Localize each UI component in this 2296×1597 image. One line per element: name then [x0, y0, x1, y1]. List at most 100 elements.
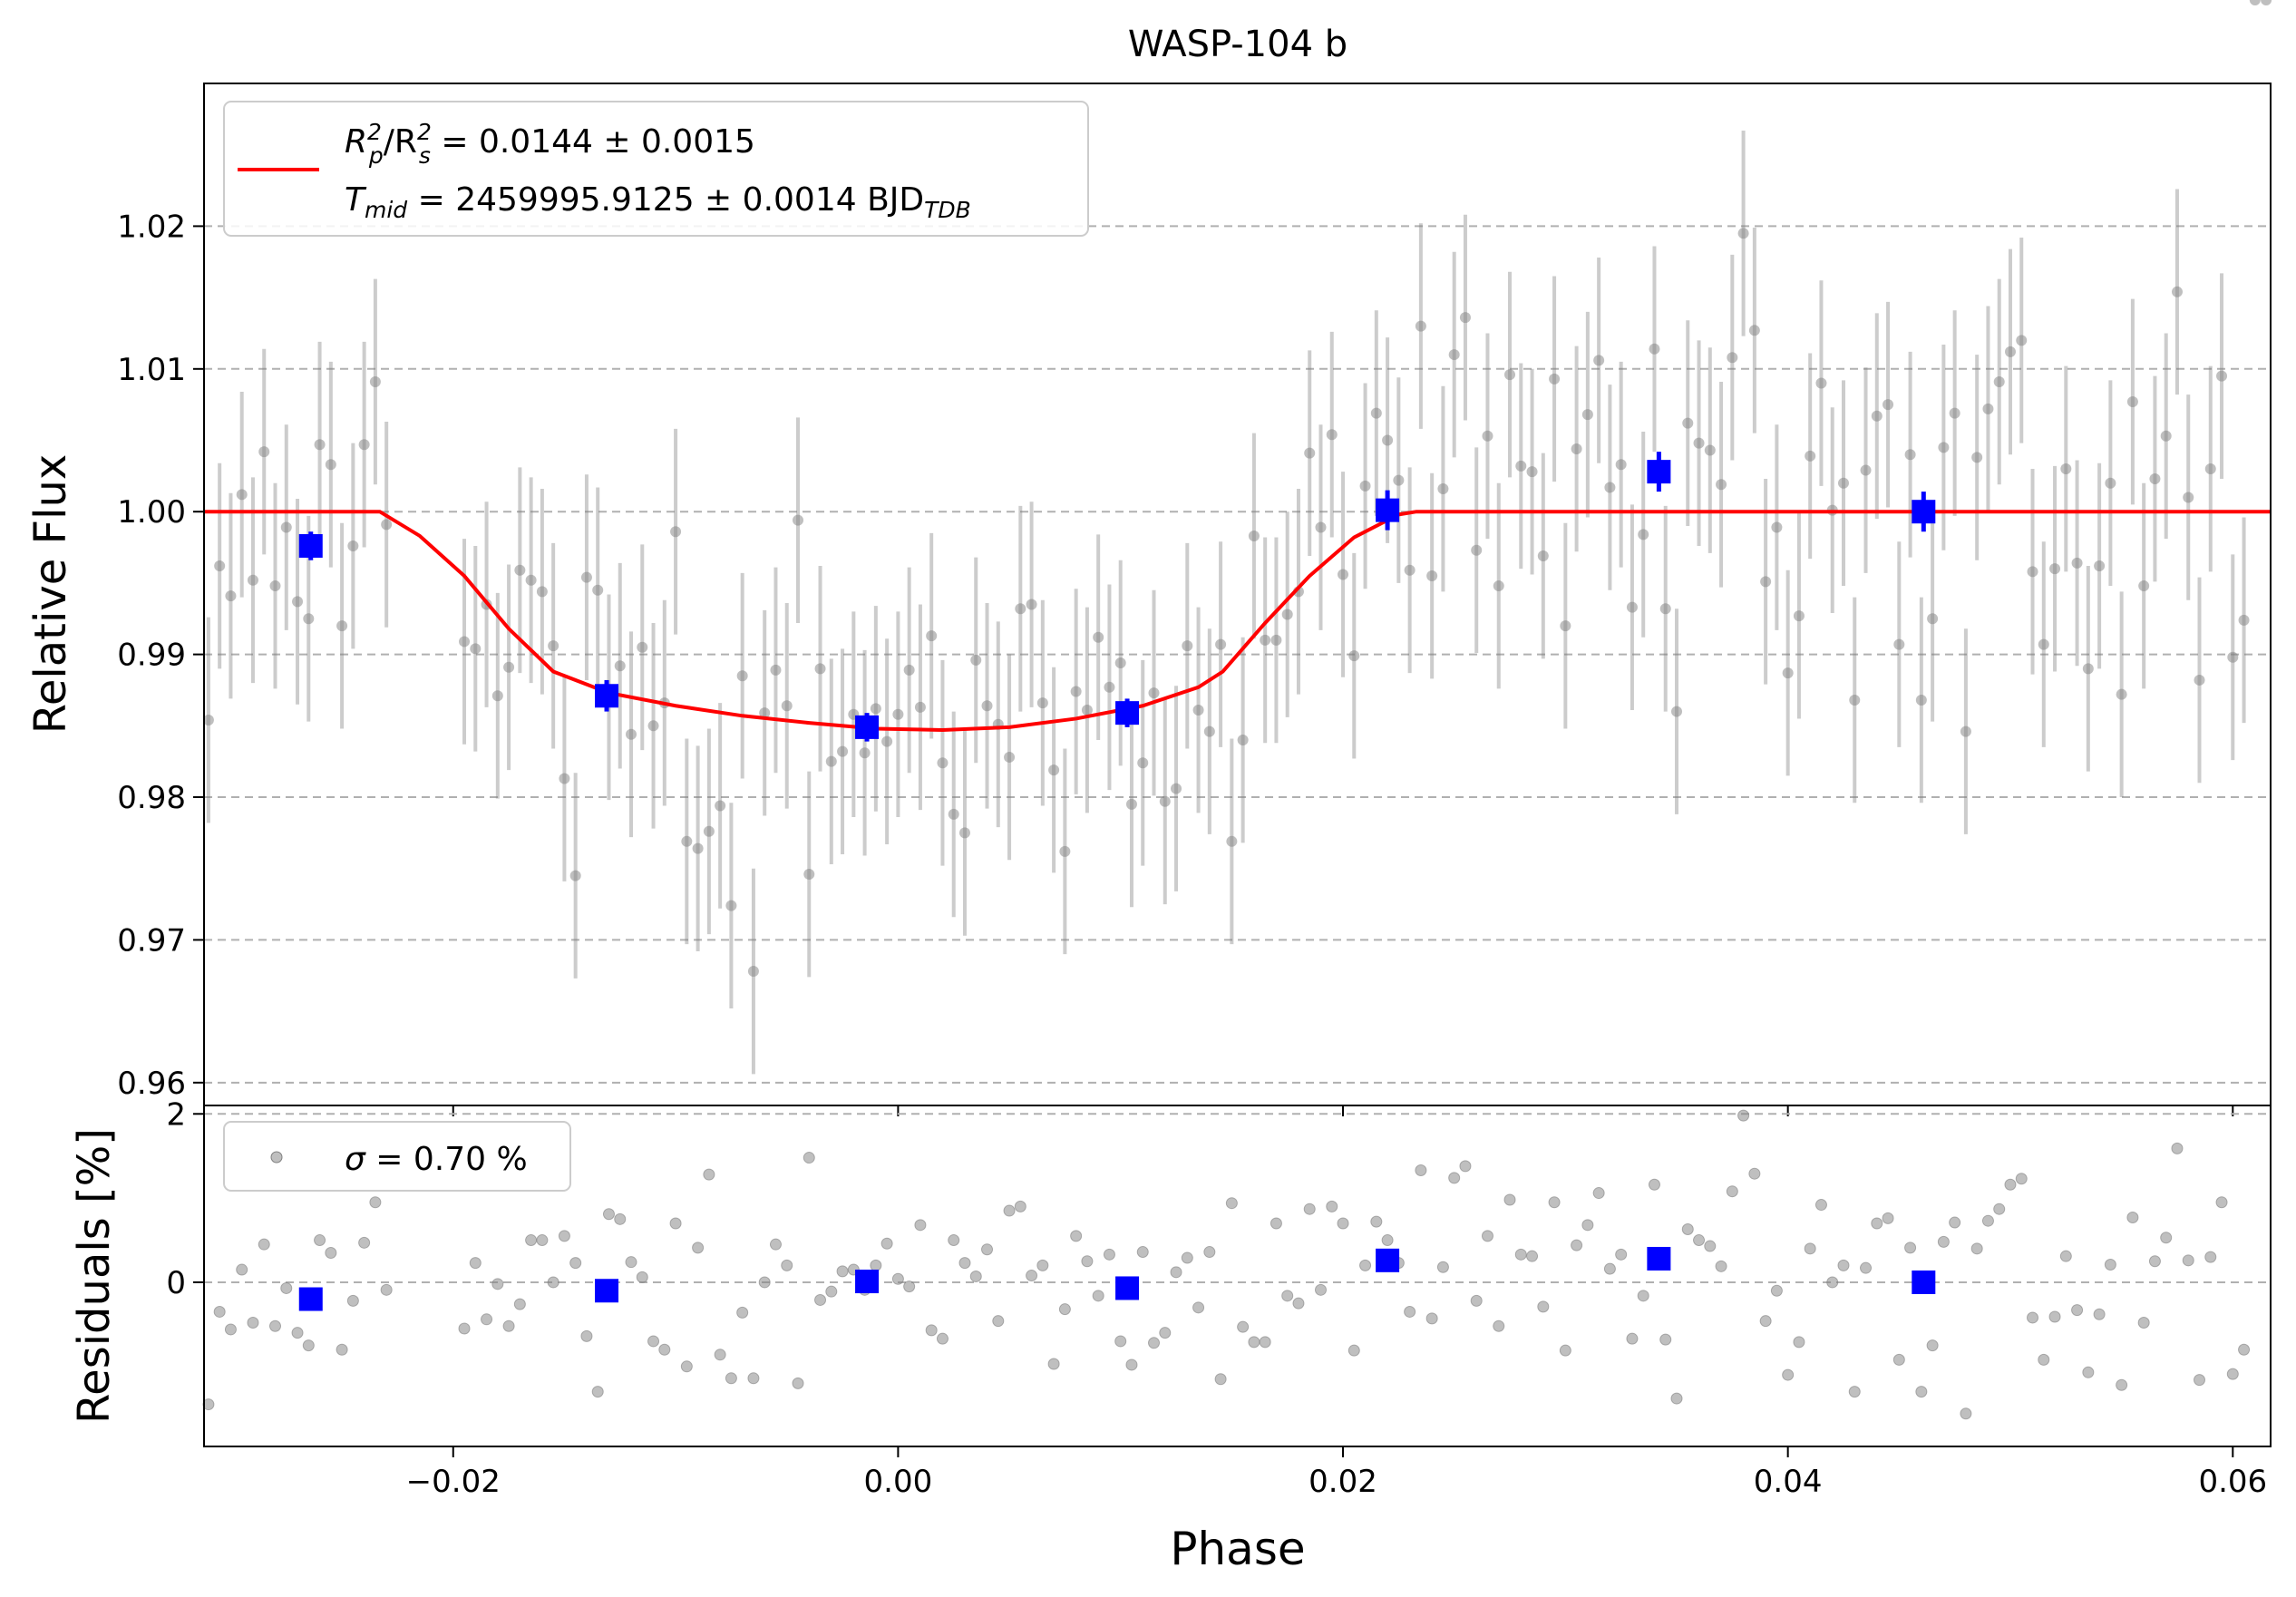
flux-raw-point	[747, 966, 759, 978]
flux-raw-point	[870, 703, 881, 715]
residual-point	[558, 1230, 570, 1242]
residual-point	[1726, 1185, 1738, 1198]
residual-point	[725, 1372, 737, 1385]
residual-point	[1081, 1255, 1094, 1268]
flux-raw-point	[803, 869, 815, 881]
residual-point	[1415, 1164, 1427, 1176]
flux-raw-point	[314, 439, 326, 451]
residual-point	[2171, 1142, 2184, 1154]
flux-raw-point	[1593, 355, 1605, 366]
flux-raw-point	[1248, 530, 1260, 541]
residual-point	[969, 1270, 982, 1282]
flux-raw-point	[892, 708, 904, 720]
flux-raw-point	[2027, 566, 2038, 578]
residual-point	[1470, 1294, 1483, 1307]
residual-point	[2137, 1317, 2150, 1329]
flux-raw-point	[1471, 544, 1483, 556]
legend-depth-value: = 0.0144 ± 0.0015	[431, 123, 755, 161]
flux-raw-point	[670, 526, 682, 538]
residual-point	[513, 1298, 526, 1310]
flux-raw-point	[1904, 449, 1916, 461]
flux-raw-point	[981, 700, 993, 712]
flux-raw-point	[369, 375, 381, 387]
flux-raw-point	[1081, 704, 1093, 716]
flux-raw-point	[1793, 610, 1805, 622]
flux-raw-point	[1837, 477, 1849, 489]
flux-raw-point	[503, 661, 515, 673]
flux-raw-point	[759, 707, 771, 719]
flux-raw-point	[837, 745, 849, 757]
residual-point	[1203, 1246, 1216, 1259]
flux-y-tick-label: 0.96	[117, 1066, 186, 1102]
residual-point	[1181, 1251, 1193, 1264]
flux-raw-point	[459, 636, 471, 648]
residual-point	[569, 1257, 582, 1270]
flux-y-tick-label: 0.99	[117, 638, 186, 674]
residual-point	[903, 1281, 916, 1293]
flux-raw-point	[2082, 663, 2094, 675]
residual-point	[1681, 1222, 1694, 1235]
flux-binned-point	[1647, 460, 1671, 484]
flux-raw-point	[1048, 764, 1060, 776]
x-tick-label: 0.04	[1754, 1464, 1823, 1500]
flux-raw-point	[1771, 521, 1783, 533]
residual-point	[1214, 1373, 1227, 1386]
flux-raw-point	[1871, 410, 1883, 422]
residual-binned-point	[1376, 1248, 1400, 1272]
residual-point	[1159, 1327, 1172, 1339]
residual-point	[1793, 1336, 1805, 1349]
residual-point	[1748, 1167, 1761, 1180]
flux-raw-point	[1270, 634, 1282, 646]
residuals-legend-box	[223, 1121, 571, 1192]
x-tick-label: 0.02	[1309, 1464, 1377, 1500]
flux-raw-point	[1716, 479, 1727, 491]
flux-raw-point	[1015, 603, 1026, 615]
flux-binned-point	[595, 684, 619, 708]
flux-raw-point	[2238, 614, 2250, 626]
flux-raw-point	[2216, 370, 2228, 382]
residual-point	[803, 1152, 815, 1164]
flux-raw-point	[1849, 694, 1861, 706]
residual-point	[1359, 1259, 1372, 1271]
residual-point	[814, 1293, 827, 1306]
flux-raw-point	[1004, 751, 1016, 763]
residual-point	[1170, 1266, 1182, 1279]
flux-raw-point	[1883, 399, 1894, 411]
legend-rs-sup: 2	[417, 119, 432, 145]
residual-point	[258, 1238, 270, 1251]
residual-point	[714, 1349, 726, 1361]
residual-point	[703, 1168, 715, 1181]
residuals-y-tick-label: 2	[166, 1096, 186, 1133]
flux-raw-point	[303, 613, 315, 625]
residual-point	[870, 1259, 882, 1271]
residual-point	[1481, 1230, 1493, 1242]
residual-point	[1981, 1214, 1994, 1227]
residual-point	[1114, 1335, 1127, 1348]
residual-point	[680, 1360, 693, 1373]
residual-point	[758, 1276, 771, 1289]
flux-raw-point	[225, 590, 237, 602]
residuals-y-tick-label: 0	[166, 1265, 186, 1301]
residual-point	[658, 1343, 671, 1356]
residual-point	[1404, 1305, 1416, 1318]
residual-point	[1526, 1250, 1539, 1262]
residual-point	[1503, 1193, 1516, 1206]
flux-raw-point	[1404, 564, 1416, 576]
residuals-x-ticks: −0.02 0.00 0.02 0.04 0.06	[406, 1446, 2267, 1500]
flux-raw-point	[647, 720, 659, 732]
flux-y-tick-label: 0.98	[117, 780, 186, 816]
flux-raw-point	[1359, 480, 1371, 492]
flux-raw-point	[358, 439, 370, 451]
residual-point	[1960, 1407, 1972, 1420]
residuals-panel: 02 −0.02 0.00 0.02 0.04 0.06 Residuals [%] P…	[69, 1096, 2272, 1575]
residual-point	[1303, 1203, 1316, 1215]
flux-panel: 0.96 0.97 0.98 0.99 1.00 1.01 1.02 Relative Fl…	[25, 0, 2272, 1116]
residual-point	[1192, 1301, 1205, 1314]
residual-point	[792, 1377, 804, 1389]
flux-raw-point	[1560, 620, 1571, 632]
flux-y-tick-label: 1.00	[117, 494, 186, 531]
residual-point	[1237, 1320, 1250, 1333]
residual-point	[536, 1234, 549, 1247]
residual-point	[547, 1276, 559, 1289]
legend-entry-tmid: Tmid = 2459995.9125 ± 0.0014 BJDTDB	[345, 181, 971, 223]
